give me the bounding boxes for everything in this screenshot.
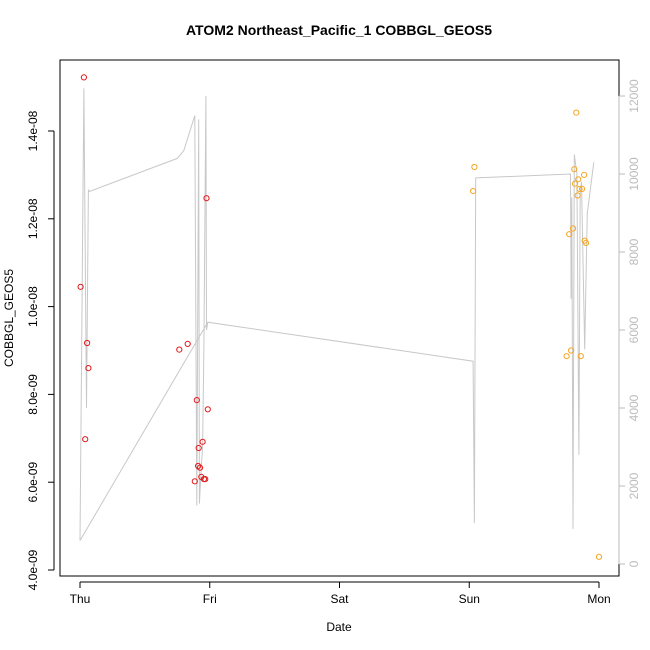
data-point-red bbox=[176, 346, 183, 353]
series-line bbox=[79, 88, 595, 541]
data-point-red bbox=[191, 478, 198, 485]
data-point-orange bbox=[571, 166, 578, 173]
data-point-red bbox=[202, 476, 209, 483]
data-point-orange bbox=[471, 163, 478, 171]
data-point-orange bbox=[573, 109, 580, 116]
x-tick-label: Mon bbox=[587, 592, 610, 606]
data-point-orange bbox=[576, 185, 583, 192]
y2-tick-label: 4000 bbox=[627, 394, 641, 421]
data-point-orange bbox=[566, 231, 573, 238]
y-tick-label: 1.2e-08 bbox=[26, 198, 40, 239]
data-point-red bbox=[184, 340, 191, 347]
data-point-red bbox=[195, 462, 202, 470]
scatter-points bbox=[77, 74, 603, 560]
data-point-red bbox=[82, 436, 89, 443]
line-series bbox=[79, 88, 595, 541]
data-point-orange bbox=[579, 185, 586, 192]
data-point-red bbox=[84, 339, 91, 347]
y2-tick-label: 8000 bbox=[627, 238, 641, 265]
y-axis-title: COBBGL_GEOS5 bbox=[2, 269, 16, 367]
data-point-orange bbox=[569, 225, 577, 232]
x-tick-label: Fri bbox=[203, 592, 217, 606]
y-axis-right: 0 2000 4000 6000 8000 10000 12000 bbox=[618, 79, 641, 567]
x-tick-label: Sat bbox=[330, 592, 349, 606]
y-tick-label: 6.0e-09 bbox=[26, 462, 40, 503]
data-point-red bbox=[193, 397, 200, 404]
data-point-red bbox=[80, 74, 88, 81]
data-point-orange bbox=[574, 192, 581, 199]
data-point-red bbox=[195, 444, 202, 452]
data-point-orange bbox=[571, 180, 579, 187]
data-point-orange bbox=[582, 239, 590, 246]
data-point-red bbox=[85, 365, 92, 372]
y2-tick-label: 12000 bbox=[627, 79, 641, 113]
plot-area bbox=[59, 59, 620, 577]
y2-tick-label: 10000 bbox=[627, 157, 641, 191]
plot-border bbox=[59, 59, 620, 577]
y-tick-label: 1.4e-08 bbox=[26, 110, 40, 151]
y-tick-label: 4.0e-09 bbox=[26, 549, 40, 590]
data-point-red bbox=[203, 195, 210, 202]
y-tick-label: 8.0e-09 bbox=[26, 374, 40, 415]
x-tick-label: Sun bbox=[459, 592, 480, 606]
data-point-red bbox=[199, 438, 206, 445]
y-tick-label: 1.0e-08 bbox=[26, 286, 40, 327]
x-axis-title: Date bbox=[326, 620, 352, 634]
data-point-orange bbox=[577, 353, 584, 360]
y2-tick-label: 0 bbox=[627, 560, 641, 567]
chart-title: ATOM2 Northeast_Pacific_1 COBBGL_GEOS5 bbox=[186, 22, 492, 38]
data-point-orange bbox=[568, 347, 575, 354]
data-point-red bbox=[196, 464, 204, 471]
data-point-red bbox=[77, 283, 84, 290]
data-point-orange bbox=[470, 188, 477, 195]
x-tick-label: Thu bbox=[70, 592, 91, 606]
data-point-orange bbox=[575, 176, 582, 183]
y2-tick-label: 6000 bbox=[627, 316, 641, 343]
y2-tick-label: 2000 bbox=[627, 472, 641, 499]
data-point-orange bbox=[563, 353, 570, 360]
data-point-orange bbox=[595, 553, 603, 560]
data-point-orange bbox=[581, 171, 588, 178]
x-axis: Thu Fri Sat Sun Mon bbox=[70, 581, 611, 606]
y-axis-left: 4.0e-09 6.0e-09 8.0e-09 1.0e-08 1.2e-08 1.4e-… bbox=[26, 110, 55, 590]
data-point-red bbox=[204, 406, 211, 413]
